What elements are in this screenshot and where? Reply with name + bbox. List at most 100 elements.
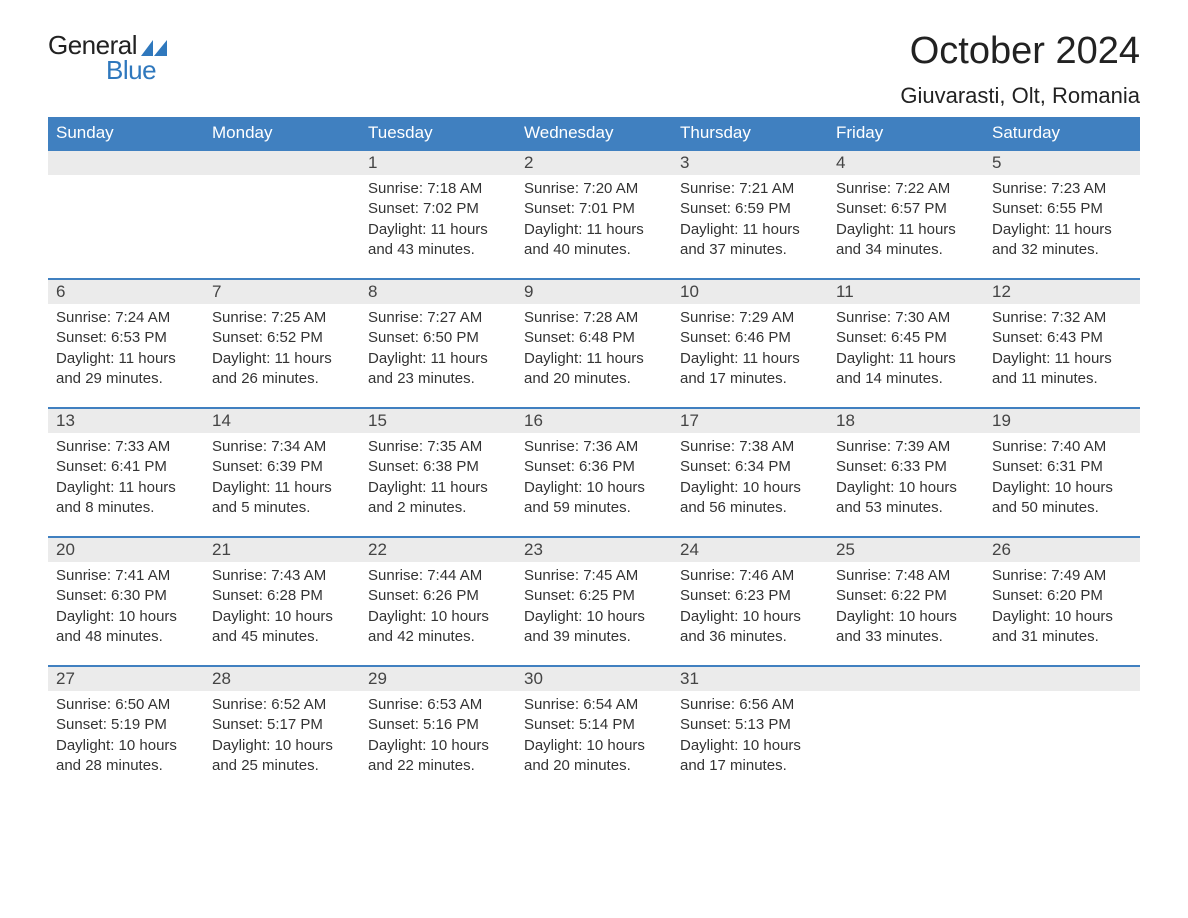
weekday-header: Wednesday xyxy=(516,117,672,150)
sunrise-text: Sunrise: 6:52 AM xyxy=(212,695,352,715)
day-cell: Sunrise: 7:36 AMSunset: 6:36 PMDaylight:… xyxy=(516,433,672,537)
day-number: 13 xyxy=(48,408,204,433)
day-cell xyxy=(984,691,1140,782)
day-cell: Sunrise: 6:53 AMSunset: 5:16 PMDaylight:… xyxy=(360,691,516,782)
day-number: 26 xyxy=(984,537,1140,562)
daylight-text: Daylight: 10 hours and 20 minutes. xyxy=(524,736,664,777)
day-number: 6 xyxy=(48,279,204,304)
daylight-text: Daylight: 11 hours and 32 minutes. xyxy=(992,220,1132,261)
day-body-row: Sunrise: 7:33 AMSunset: 6:41 PMDaylight:… xyxy=(48,433,1140,537)
daylight-text: Daylight: 11 hours and 11 minutes. xyxy=(992,349,1132,390)
day-number: 22 xyxy=(360,537,516,562)
sunset-text: Sunset: 6:34 PM xyxy=(680,457,820,477)
weekday-header: Friday xyxy=(828,117,984,150)
daylight-text: Daylight: 11 hours and 40 minutes. xyxy=(524,220,664,261)
daylight-text: Daylight: 10 hours and 33 minutes. xyxy=(836,607,976,648)
day-cell: Sunrise: 7:46 AMSunset: 6:23 PMDaylight:… xyxy=(672,562,828,666)
sunset-text: Sunset: 6:20 PM xyxy=(992,586,1132,606)
day-number: 5 xyxy=(984,150,1140,175)
day-cell: Sunrise: 7:49 AMSunset: 6:20 PMDaylight:… xyxy=(984,562,1140,666)
day-cell: Sunrise: 7:23 AMSunset: 6:55 PMDaylight:… xyxy=(984,175,1140,279)
sunset-text: Sunset: 6:50 PM xyxy=(368,328,508,348)
weekday-header: Sunday xyxy=(48,117,204,150)
day-cell xyxy=(828,691,984,782)
day-body-row: Sunrise: 7:18 AMSunset: 7:02 PMDaylight:… xyxy=(48,175,1140,279)
daynum-row: 2728293031 xyxy=(48,666,1140,691)
day-cell: Sunrise: 7:20 AMSunset: 7:01 PMDaylight:… xyxy=(516,175,672,279)
sunset-text: Sunset: 6:59 PM xyxy=(680,199,820,219)
day-cell: Sunrise: 7:48 AMSunset: 6:22 PMDaylight:… xyxy=(828,562,984,666)
day-number: 31 xyxy=(672,666,828,691)
logo-text-blue: Blue xyxy=(106,55,156,86)
day-cell: Sunrise: 6:52 AMSunset: 5:17 PMDaylight:… xyxy=(204,691,360,782)
weekday-header-row: Sunday Monday Tuesday Wednesday Thursday… xyxy=(48,117,1140,150)
sunrise-text: Sunrise: 7:45 AM xyxy=(524,566,664,586)
day-number xyxy=(204,150,360,175)
day-cell: Sunrise: 7:41 AMSunset: 6:30 PMDaylight:… xyxy=(48,562,204,666)
day-cell: Sunrise: 7:45 AMSunset: 6:25 PMDaylight:… xyxy=(516,562,672,666)
sunset-text: Sunset: 5:16 PM xyxy=(368,715,508,735)
day-number: 14 xyxy=(204,408,360,433)
sunset-text: Sunset: 6:45 PM xyxy=(836,328,976,348)
day-cell: Sunrise: 7:30 AMSunset: 6:45 PMDaylight:… xyxy=(828,304,984,408)
sunrise-text: Sunrise: 7:41 AM xyxy=(56,566,196,586)
sunrise-text: Sunrise: 7:34 AM xyxy=(212,437,352,457)
day-cell: Sunrise: 7:34 AMSunset: 6:39 PMDaylight:… xyxy=(204,433,360,537)
sunset-text: Sunset: 6:30 PM xyxy=(56,586,196,606)
day-cell: Sunrise: 7:35 AMSunset: 6:38 PMDaylight:… xyxy=(360,433,516,537)
daylight-text: Daylight: 11 hours and 17 minutes. xyxy=(680,349,820,390)
daylight-text: Daylight: 10 hours and 36 minutes. xyxy=(680,607,820,648)
day-cell: Sunrise: 7:33 AMSunset: 6:41 PMDaylight:… xyxy=(48,433,204,537)
daylight-text: Daylight: 11 hours and 8 minutes. xyxy=(56,478,196,519)
day-cell: Sunrise: 7:39 AMSunset: 6:33 PMDaylight:… xyxy=(828,433,984,537)
day-number: 10 xyxy=(672,279,828,304)
day-body-row: Sunrise: 6:50 AMSunset: 5:19 PMDaylight:… xyxy=(48,691,1140,782)
day-cell: Sunrise: 7:43 AMSunset: 6:28 PMDaylight:… xyxy=(204,562,360,666)
day-cell: Sunrise: 6:50 AMSunset: 5:19 PMDaylight:… xyxy=(48,691,204,782)
sunrise-text: Sunrise: 7:40 AM xyxy=(992,437,1132,457)
day-cell: Sunrise: 7:32 AMSunset: 6:43 PMDaylight:… xyxy=(984,304,1140,408)
sunrise-text: Sunrise: 7:22 AM xyxy=(836,179,976,199)
weekday-header: Saturday xyxy=(984,117,1140,150)
sunrise-text: Sunrise: 7:24 AM xyxy=(56,308,196,328)
day-number: 19 xyxy=(984,408,1140,433)
day-cell: Sunrise: 7:18 AMSunset: 7:02 PMDaylight:… xyxy=(360,175,516,279)
weekday-header: Tuesday xyxy=(360,117,516,150)
daylight-text: Daylight: 11 hours and 34 minutes. xyxy=(836,220,976,261)
sunset-text: Sunset: 6:33 PM xyxy=(836,457,976,477)
sunset-text: Sunset: 6:46 PM xyxy=(680,328,820,348)
day-cell: Sunrise: 7:38 AMSunset: 6:34 PMDaylight:… xyxy=(672,433,828,537)
header: General Blue October 2024 Giuvarasti, Ol… xyxy=(48,30,1140,109)
daylight-text: Daylight: 10 hours and 25 minutes. xyxy=(212,736,352,777)
sunset-text: Sunset: 6:39 PM xyxy=(212,457,352,477)
sunrise-text: Sunrise: 7:28 AM xyxy=(524,308,664,328)
day-cell xyxy=(48,175,204,279)
sunset-text: Sunset: 7:02 PM xyxy=(368,199,508,219)
day-number: 7 xyxy=(204,279,360,304)
calendar-table: Sunday Monday Tuesday Wednesday Thursday… xyxy=(48,117,1140,782)
sunrise-text: Sunrise: 7:30 AM xyxy=(836,308,976,328)
sunset-text: Sunset: 5:17 PM xyxy=(212,715,352,735)
daylight-text: Daylight: 11 hours and 14 minutes. xyxy=(836,349,976,390)
sunset-text: Sunset: 6:26 PM xyxy=(368,586,508,606)
day-number: 17 xyxy=(672,408,828,433)
sunset-text: Sunset: 5:13 PM xyxy=(680,715,820,735)
day-number: 28 xyxy=(204,666,360,691)
sunset-text: Sunset: 6:52 PM xyxy=(212,328,352,348)
day-number: 24 xyxy=(672,537,828,562)
day-cell: Sunrise: 7:44 AMSunset: 6:26 PMDaylight:… xyxy=(360,562,516,666)
daylight-text: Daylight: 10 hours and 45 minutes. xyxy=(212,607,352,648)
day-number: 29 xyxy=(360,666,516,691)
sunrise-text: Sunrise: 7:25 AM xyxy=(212,308,352,328)
sunset-text: Sunset: 6:53 PM xyxy=(56,328,196,348)
sunrise-text: Sunrise: 7:33 AM xyxy=(56,437,196,457)
sunset-text: Sunset: 6:48 PM xyxy=(524,328,664,348)
daynum-row: 12345 xyxy=(48,150,1140,175)
day-number: 3 xyxy=(672,150,828,175)
day-cell: Sunrise: 7:29 AMSunset: 6:46 PMDaylight:… xyxy=(672,304,828,408)
daylight-text: Daylight: 10 hours and 39 minutes. xyxy=(524,607,664,648)
daynum-row: 6789101112 xyxy=(48,279,1140,304)
sunset-text: Sunset: 6:22 PM xyxy=(836,586,976,606)
day-cell: Sunrise: 7:21 AMSunset: 6:59 PMDaylight:… xyxy=(672,175,828,279)
daylight-text: Daylight: 10 hours and 22 minutes. xyxy=(368,736,508,777)
